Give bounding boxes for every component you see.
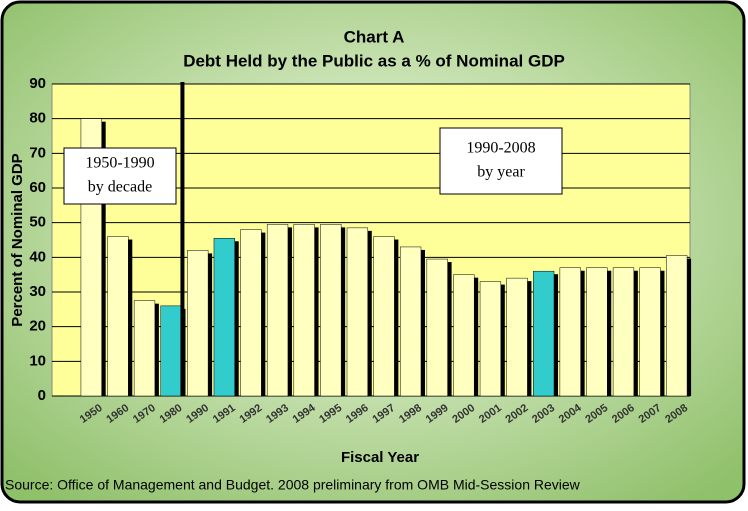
bar — [612, 267, 635, 397]
y-tick-label: 90 — [29, 75, 46, 92]
bar — [293, 224, 315, 397]
chart-title: Chart A — [344, 27, 405, 46]
bar — [586, 267, 608, 397]
bar — [240, 229, 262, 397]
bar — [213, 238, 235, 397]
bar — [187, 250, 209, 397]
y-tick-label: 0 — [38, 387, 46, 404]
bar — [160, 305, 182, 397]
source: Source: Office of Management and Budget.… — [5, 477, 581, 493]
x-axis-label: Fiscal Year — [341, 449, 419, 466]
y-tick-label: 80 — [29, 110, 46, 127]
bar — [559, 267, 581, 397]
bar — [479, 281, 502, 397]
bar — [639, 267, 661, 397]
bar — [453, 274, 475, 397]
y-tick-label: 50 — [29, 214, 46, 231]
annotation-box — [63, 147, 177, 205]
bar — [399, 246, 422, 397]
y-tick-label: 70 — [29, 144, 46, 161]
annotation: by year — [477, 164, 525, 181]
bar — [373, 236, 395, 397]
bar — [107, 236, 129, 397]
annotation: by decade — [88, 179, 152, 196]
bar — [320, 224, 342, 397]
bar — [426, 258, 448, 397]
annotation: 1950-1990 — [85, 155, 154, 172]
bar — [666, 255, 688, 397]
y-axis-label: Percent of Nominal GDP — [9, 153, 26, 326]
y-tick-label: 10 — [29, 352, 46, 369]
bar — [346, 227, 369, 397]
bar — [266, 224, 289, 397]
bar — [506, 277, 528, 397]
y-tick-label: 30 — [29, 283, 46, 300]
y-tick-label: 20 — [29, 318, 46, 335]
annotation-box — [439, 127, 563, 195]
y-tick-label: 60 — [29, 179, 46, 196]
annotation: 1990-2008 — [466, 140, 535, 157]
bar — [533, 270, 555, 397]
y-tick-label: 40 — [29, 248, 46, 265]
chart-subtitle: Debt Held by the Public as a % of Nomina… — [183, 51, 565, 70]
bar — [133, 300, 156, 397]
